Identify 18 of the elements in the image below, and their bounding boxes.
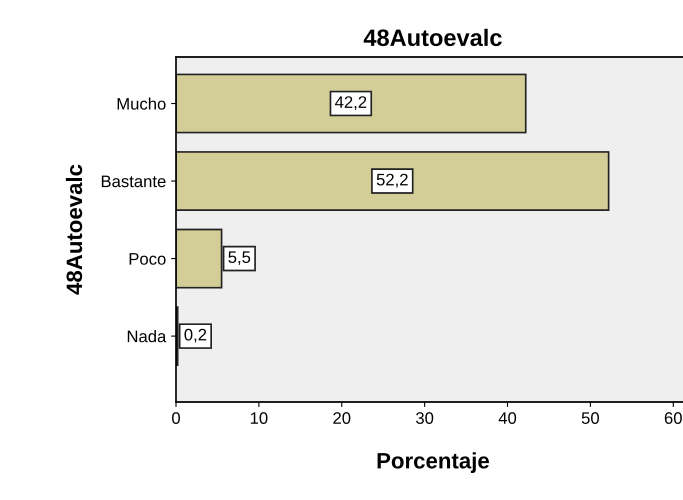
data-label: 52,2 [376,174,408,188]
x-tick-label: 30 [416,412,434,424]
data-label: 42,2 [335,96,366,110]
x-axis-title: Porcentaje [378,452,489,473]
x-tick-label: 20 [333,412,350,424]
x-tick-label: 0 [172,412,180,424]
data-label: 0,2 [184,328,206,343]
x-tick-label: 40 [498,412,516,424]
y-tick-label: Nada [128,330,166,342]
x-tick-label: 50 [582,412,599,424]
y-axis-title: 48Autoevalc [66,164,82,295]
x-tick-label: 60 [664,412,682,424]
data-label: 5,5 [228,251,250,266]
chart-title: 48Autoevalc [364,28,502,46]
y-tick-label: Mucho [118,97,166,110]
y-tick-label: Bastante [102,176,166,188]
x-tick-label: 10 [250,412,268,424]
y-tick-label: Poco [130,253,166,265]
